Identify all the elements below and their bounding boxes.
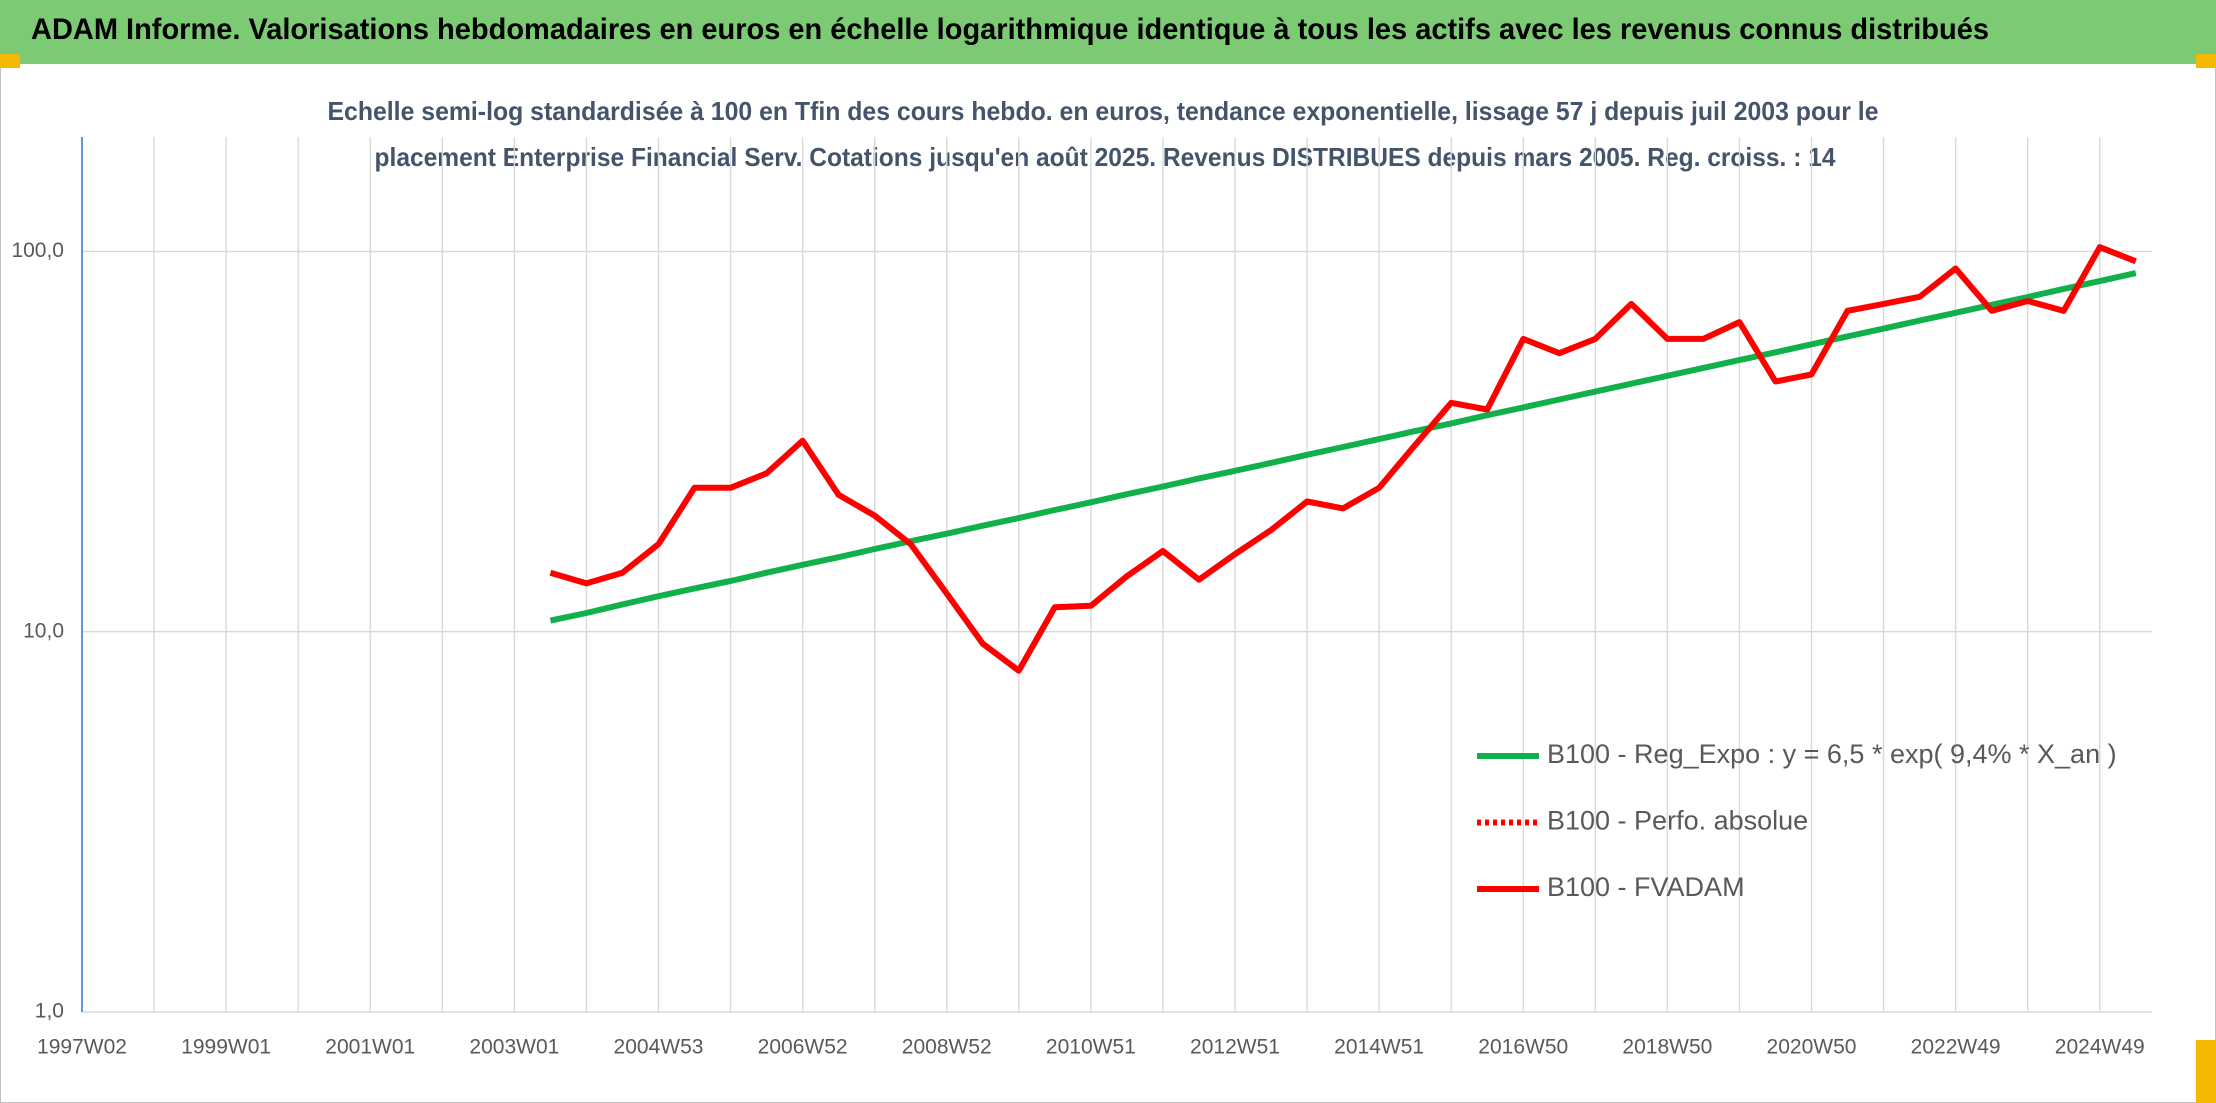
- series-line: [549, 270, 2137, 624]
- title-banner: [0, 0, 2216, 64]
- x-tick-label: 2014W51: [1334, 1036, 1424, 1059]
- corner-mark: [0, 54, 20, 68]
- x-tick-label: 2008W52: [902, 1036, 992, 1059]
- x-tick-label: 2016W50: [1478, 1036, 1568, 1059]
- chart-title: ADAM Informe. Valorisations hebdomadaire…: [31, 13, 1989, 46]
- corner-mark: [2196, 1040, 2216, 1103]
- x-tick-label: 2020W50: [1767, 1036, 1857, 1059]
- x-tick-label: 1999W01: [181, 1036, 271, 1059]
- x-tick-label: 2003W01: [469, 1036, 559, 1059]
- x-tick-label: 2010W51: [1046, 1036, 1136, 1059]
- y-tick-label: 10,0: [23, 619, 64, 642]
- x-tick-label: 2012W51: [1190, 1036, 1280, 1059]
- series-line: [549, 244, 2137, 674]
- x-tick-label: 1997W02: [37, 1036, 127, 1059]
- chart-subtitle: Echelle semi-log standardisée à 100 en T…: [328, 96, 1879, 126]
- chart-subtitle: placement Enterprise Financial Serv. Cot…: [375, 142, 1837, 172]
- x-tick-label: 2001W01: [325, 1036, 415, 1059]
- y-tick-label: 100,0: [11, 239, 64, 262]
- legend-label: B100 - Reg_Expo : y = 6,5 * exp( 9,4% * …: [1547, 739, 2117, 769]
- x-tick-label: 2022W49: [1911, 1036, 2001, 1059]
- corner-mark: [2196, 54, 2216, 68]
- x-tick-label: 2006W52: [758, 1036, 848, 1059]
- legend-label: B100 - Perfo. absolue: [1547, 806, 1808, 836]
- y-tick-label: 1,0: [35, 1000, 64, 1023]
- legend-label: B100 - FVADAM: [1547, 872, 1745, 902]
- x-tick-label: 2018W50: [1622, 1036, 1712, 1059]
- x-tick-label: 2004W53: [614, 1036, 704, 1059]
- x-tick-label: 2024W49: [2055, 1036, 2145, 1059]
